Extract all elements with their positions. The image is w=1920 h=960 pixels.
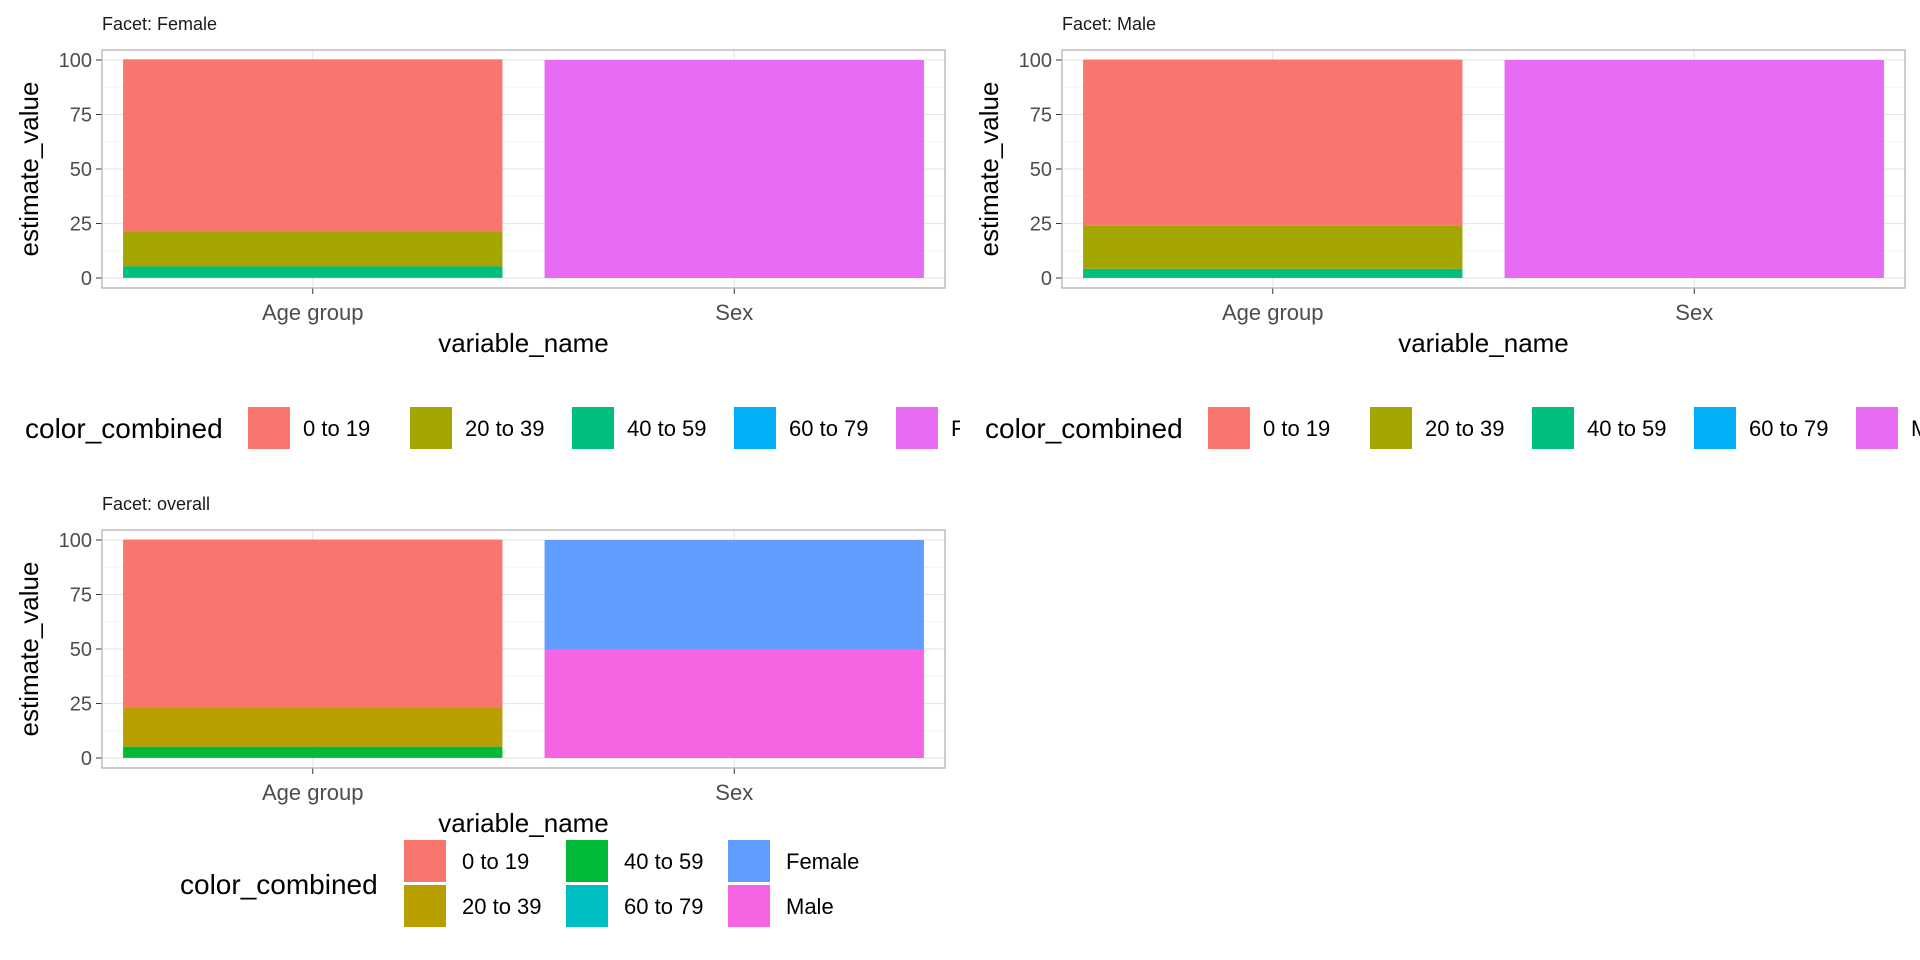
bar-segment bbox=[123, 539, 503, 708]
y-tick-label: 75 bbox=[70, 105, 92, 127]
bar-segment bbox=[1083, 59, 1463, 226]
legend-label: 60 to 79 bbox=[624, 894, 704, 919]
legend-label: 40 to 59 bbox=[624, 849, 704, 874]
legend-label: 0 to 19 bbox=[1263, 416, 1330, 441]
bar-segment bbox=[544, 649, 924, 758]
y-tick-label: 100 bbox=[1019, 50, 1052, 72]
bar-segment bbox=[123, 59, 503, 232]
y-tick-label: 25 bbox=[70, 214, 92, 236]
y-tick-label: 0 bbox=[81, 748, 92, 770]
y-tick-label: 100 bbox=[59, 50, 92, 72]
facet-panel-male: Facet: Male 0 25 50 75 100 Age group Sex variabl… bbox=[974, 14, 1920, 449]
legend-key bbox=[896, 407, 938, 449]
x-tick-label: Age group bbox=[262, 780, 364, 805]
x-tick-label: Sex bbox=[715, 300, 753, 325]
bar-segment bbox=[123, 277, 503, 278]
y-tick-label: 75 bbox=[70, 585, 92, 607]
legend-key bbox=[572, 407, 614, 449]
bar-segment bbox=[1504, 60, 1884, 278]
x-tick-label: Age group bbox=[1222, 300, 1324, 325]
facet-title: Facet: Male bbox=[1062, 14, 1156, 34]
legend-key bbox=[566, 840, 608, 882]
legend-key bbox=[404, 885, 446, 927]
panel-border bbox=[101, 49, 946, 289]
x-axis-title: variable_name bbox=[438, 808, 609, 838]
legend-label: 20 to 39 bbox=[462, 894, 542, 919]
legend-label: 40 to 59 bbox=[627, 416, 707, 441]
bar-segment bbox=[1083, 225, 1463, 269]
legend-key bbox=[1694, 407, 1736, 449]
bar-segment bbox=[544, 60, 924, 278]
x-tick-label: Sex bbox=[715, 780, 753, 805]
legend-label: 40 to 59 bbox=[1587, 416, 1667, 441]
legend-label: 20 to 39 bbox=[465, 416, 545, 441]
legend-label: 60 to 79 bbox=[789, 416, 869, 441]
x-tick-label: Sex bbox=[1675, 300, 1713, 325]
legend-key bbox=[734, 407, 776, 449]
legend-label: Female bbox=[786, 849, 859, 874]
legend-key bbox=[728, 840, 770, 882]
legend-title: color_combined bbox=[180, 869, 378, 900]
legend-key bbox=[1370, 407, 1412, 449]
bar-segment bbox=[123, 266, 503, 278]
x-axis-title: variable_name bbox=[1398, 328, 1569, 358]
legend-title: color_combined bbox=[25, 413, 223, 444]
legend-key bbox=[728, 885, 770, 927]
panel-border bbox=[101, 529, 946, 769]
legend-key bbox=[404, 840, 446, 882]
legend-label: Female bbox=[951, 416, 1024, 441]
legend-label: 60 to 79 bbox=[1749, 416, 1829, 441]
facet-panel-female: Facet: Female 0 25 50 75 100 Age group Sex varia… bbox=[14, 14, 1024, 449]
legend-label: 20 to 39 bbox=[1425, 416, 1505, 441]
legend-key bbox=[1532, 407, 1574, 449]
y-axis-title: estimate_value bbox=[14, 82, 44, 257]
legend-key bbox=[566, 885, 608, 927]
legend-key bbox=[1208, 407, 1250, 449]
legend-key bbox=[248, 407, 290, 449]
legend-label: 0 to 19 bbox=[462, 849, 529, 874]
y-tick-label: 75 bbox=[1030, 105, 1052, 127]
facet-panel-overall: Facet: overall 0 25 50 75 100 Age group Sex vari… bbox=[14, 494, 946, 927]
bar-segment bbox=[123, 746, 503, 758]
legend-label: Male bbox=[1911, 416, 1920, 441]
y-tick-label: 25 bbox=[70, 694, 92, 716]
y-tick-label: 100 bbox=[59, 530, 92, 552]
bar-segment bbox=[123, 707, 503, 747]
y-tick-label: 50 bbox=[70, 159, 92, 181]
y-axis-title: estimate_value bbox=[974, 82, 1004, 257]
legend-title: color_combined bbox=[985, 413, 1183, 444]
y-tick-label: 50 bbox=[1030, 159, 1052, 181]
bar-segment bbox=[544, 540, 924, 649]
legend-label: Male bbox=[786, 894, 834, 919]
y-axis-title: estimate_value bbox=[14, 562, 44, 737]
legend-key bbox=[1856, 407, 1898, 449]
facet-title: Facet: overall bbox=[102, 494, 210, 514]
legend-key bbox=[410, 407, 452, 449]
y-tick-label: 0 bbox=[1041, 268, 1052, 290]
x-axis-title: variable_name bbox=[438, 328, 609, 358]
y-tick-label: 50 bbox=[70, 639, 92, 661]
facet-title: Facet: Female bbox=[102, 14, 217, 34]
y-tick-label: 25 bbox=[1030, 214, 1052, 236]
legend-label: 0 to 19 bbox=[303, 416, 370, 441]
bar-segment bbox=[123, 231, 503, 267]
panel-border bbox=[1061, 49, 1906, 289]
x-tick-label: Age group bbox=[262, 300, 364, 325]
y-tick-label: 0 bbox=[81, 268, 92, 290]
bar-segment bbox=[1083, 268, 1463, 278]
